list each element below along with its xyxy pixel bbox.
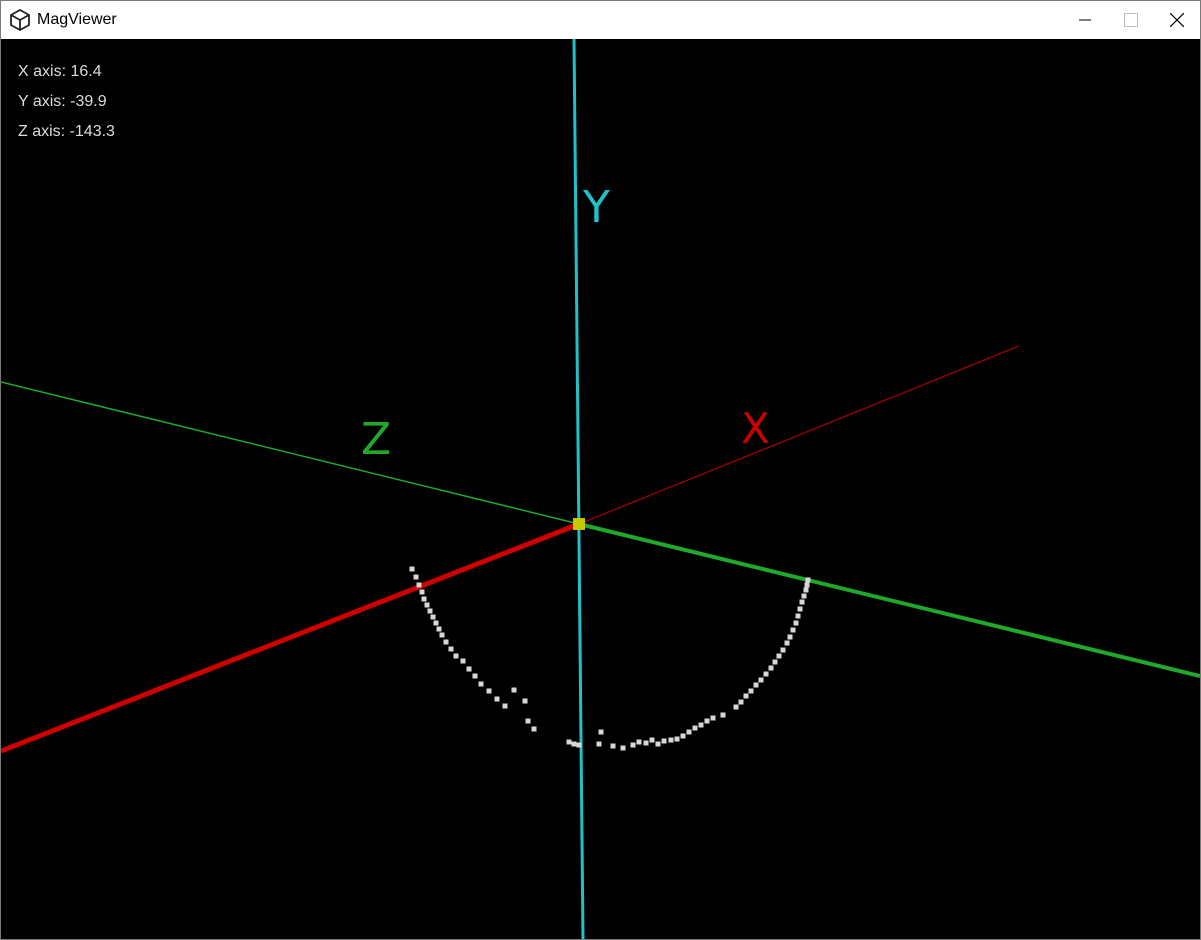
sample-point: [743, 693, 749, 699]
sample-point: [643, 740, 649, 746]
sample-point: [511, 687, 517, 693]
sample-point: [439, 632, 445, 638]
origin-marker: [573, 518, 585, 530]
sample-point: [797, 606, 803, 612]
sample-point: [630, 742, 636, 748]
sample-point: [522, 698, 528, 704]
close-icon: [1170, 13, 1184, 27]
sample-point: [655, 741, 661, 747]
sample-point: [733, 704, 739, 710]
minimize-button[interactable]: [1062, 1, 1108, 39]
sample-point: [772, 659, 778, 665]
x-axis-readout: X axis: 16.4: [18, 63, 102, 80]
sample-point: [571, 741, 577, 747]
sample-point: [793, 620, 799, 626]
sample-point: [803, 587, 809, 593]
sample-point: [427, 608, 433, 614]
x-axis-line-near: [1, 521, 580, 754]
sample-point: [704, 718, 710, 724]
sample-point: [720, 712, 726, 718]
sample-point: [620, 745, 626, 751]
y-axis-readout: Y axis: -39.9: [18, 93, 107, 110]
sample-point: [443, 639, 449, 645]
sample-point: [472, 673, 478, 679]
sample-point: [805, 577, 811, 583]
sample-point: [680, 733, 686, 739]
sample-point: [409, 566, 415, 572]
sample-point: [668, 737, 674, 743]
z-axis-readout: Z axis: -143.3: [18, 123, 115, 140]
title-bar[interactable]: MagViewer: [1, 1, 1200, 39]
minimize-icon: [1079, 19, 1091, 21]
sample-point: [636, 739, 642, 745]
x-axis-label: X: [741, 404, 770, 453]
sample-point: [610, 743, 616, 749]
z-axis-line: [1, 381, 580, 525]
sample-point: [784, 640, 790, 646]
z-axis-label: Z: [361, 414, 391, 465]
sample-point: [801, 593, 807, 599]
sample-point: [433, 620, 439, 626]
sample-point: [430, 614, 436, 620]
sample-point: [776, 653, 782, 659]
sample-point: [419, 589, 425, 595]
maximize-icon: [1124, 13, 1138, 27]
sample-point: [692, 725, 698, 731]
axis-readout: X axis: 16.4 Y axis: -39.9 Z axis: -143.…: [18, 57, 115, 147]
sample-point: [566, 739, 572, 745]
unity-icon: [7, 7, 33, 33]
sample-point: [453, 653, 459, 659]
sample-point: [748, 688, 754, 694]
y-axis-label: Y: [582, 182, 610, 233]
sample-point: [494, 696, 500, 702]
sample-point: [804, 582, 810, 588]
sample-point: [795, 613, 801, 619]
scene-canvas[interactable]: Y Z X: [1, 39, 1200, 939]
sample-point: [674, 736, 680, 742]
sample-points: [409, 566, 811, 751]
sample-point: [790, 627, 796, 633]
sample-point: [502, 703, 508, 709]
y-axis-line: [572, 39, 585, 939]
sample-point: [768, 665, 774, 671]
window-controls: [1062, 1, 1200, 39]
sample-point: [661, 738, 667, 744]
x-axis-line: [578, 345, 1020, 525]
sample-point: [576, 742, 582, 748]
close-button[interactable]: [1154, 1, 1200, 39]
sample-point: [799, 599, 805, 605]
sample-point: [598, 729, 604, 735]
sample-point: [698, 722, 704, 728]
window-title: MagViewer: [37, 11, 117, 28]
maximize-button[interactable]: [1108, 1, 1154, 39]
sample-point: [486, 688, 492, 694]
sample-point: [787, 634, 793, 640]
sample-point: [649, 737, 655, 743]
3d-viewport[interactable]: Y Z X X axis: 16.4 Y axis: -39.9 Z axis:…: [1, 39, 1200, 939]
sample-point: [596, 741, 602, 747]
sample-point: [531, 726, 537, 732]
sample-point: [466, 666, 472, 672]
z-axis-line-near: [578, 522, 1200, 678]
sample-point: [421, 596, 427, 602]
sample-point: [478, 681, 484, 687]
sample-point: [758, 677, 764, 683]
sample-point: [753, 682, 759, 688]
sample-point: [460, 658, 466, 664]
sample-point: [413, 574, 419, 580]
sample-point: [780, 647, 786, 653]
sample-point: [763, 671, 769, 677]
sample-point: [424, 602, 430, 608]
sample-point: [416, 582, 422, 588]
sample-point: [738, 699, 744, 705]
sample-point: [448, 646, 454, 652]
sample-point: [436, 626, 442, 632]
sample-point: [686, 729, 692, 735]
sample-point: [525, 718, 531, 724]
sample-point: [710, 715, 716, 721]
